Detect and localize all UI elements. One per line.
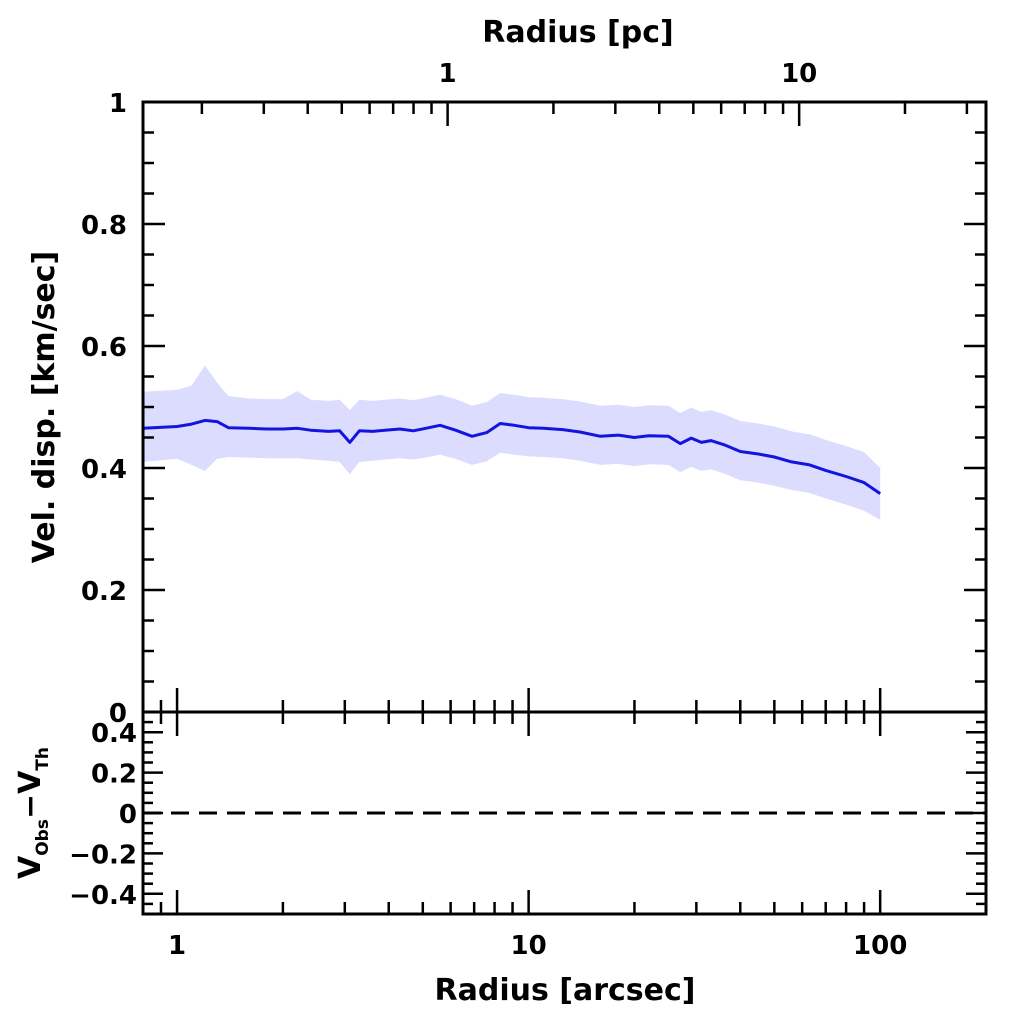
top-x-tick-label: 1 [439, 59, 457, 89]
resid-y-tick-label: 0.2 [91, 760, 137, 790]
series-line [142, 418, 882, 495]
y-tick-label: 1 [109, 89, 127, 119]
residual-axis-ticks [141, 710, 988, 916]
resid-y-tick-label: −0.2 [69, 840, 137, 870]
y-tick-label: 0.2 [81, 577, 127, 607]
x-tick-label: 100 [853, 931, 907, 961]
x-tick-label: 10 [511, 931, 547, 961]
main-panel: 0 0.2 0.4 0.6 0.8 1 1 10 Radius [pc] Vel. disp.… [27, 15, 988, 729]
resid-y-tick-label: 0.4 [91, 719, 137, 749]
x-tick-label: 1 [168, 931, 186, 961]
residual-y-title-v2: V [13, 770, 48, 794]
residual-y-title-v1: V [13, 855, 48, 879]
residual-y-axis-title: VObs−VTh [13, 747, 53, 879]
residual-panel: 1 10 100−0.4−0.200.20.4 Radius [arcsec] VO… [13, 710, 988, 1008]
bottom-x-axis-title: Radius [arcsec] [435, 973, 696, 1008]
y-tick-label: 0.4 [81, 455, 127, 485]
residual-y-title-sub1: Obs [33, 819, 53, 856]
top-x-tick-label: 10 [781, 59, 817, 89]
y-tick-label: 0.6 [81, 333, 127, 363]
main-axis-ticks [141, 100, 988, 714]
resid-y-tick-label: 0 [119, 800, 137, 830]
y-tick-label: 0 [109, 699, 127, 729]
main-tick-labels: 0 0.2 0.4 0.6 0.8 1 1 10 [81, 59, 817, 729]
top-x-axis-title: Radius [pc] [482, 15, 673, 50]
residual-plot-frame [141, 710, 988, 916]
residual-y-title-dash: − [13, 794, 48, 819]
residual-tick-labels: 1 10 100 −0.4 −0.2 0 0.2 0.4 [69, 719, 907, 961]
residual-y-title-sub2: Th [33, 747, 53, 771]
y-tick-label: 0.8 [81, 211, 127, 241]
resid-y-tick-label: −0.4 [69, 881, 137, 911]
error-band [143, 365, 881, 520]
main-y-axis-title: Vel. disp. [km/sec] [27, 251, 62, 564]
